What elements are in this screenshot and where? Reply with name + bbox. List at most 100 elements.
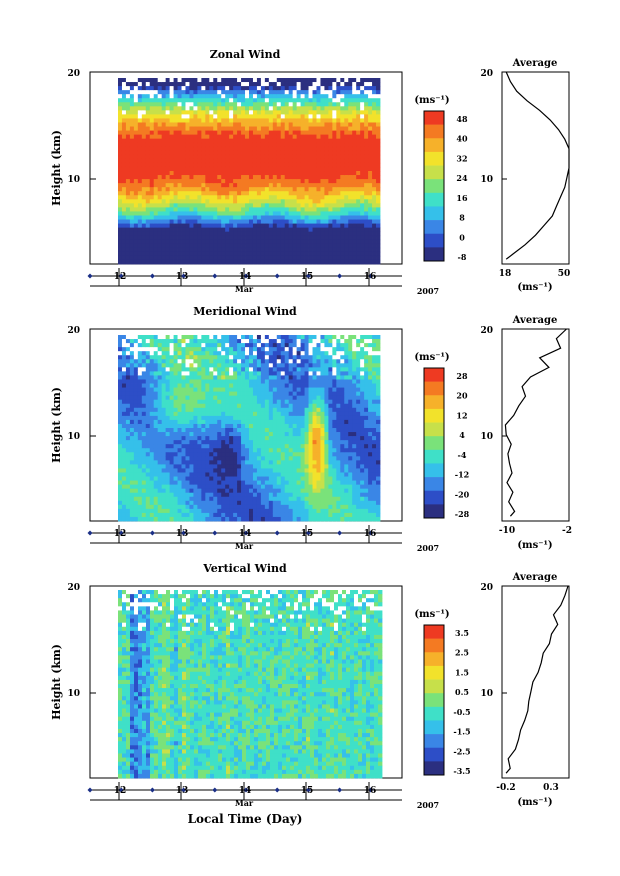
heatmap-cell bbox=[185, 255, 190, 261]
heatmap-cell bbox=[237, 399, 242, 405]
heatmap-cell bbox=[344, 142, 349, 148]
heatmap-cell bbox=[233, 335, 238, 340]
heatmap-cell bbox=[133, 444, 139, 449]
heatmap-cell bbox=[181, 134, 186, 140]
heatmap-cell bbox=[344, 102, 349, 107]
heatmap-cell bbox=[292, 118, 298, 123]
heatmap-cell bbox=[201, 391, 206, 397]
heatmap-cell bbox=[348, 215, 353, 220]
heatmap-cell bbox=[372, 110, 377, 115]
heatmap-cell bbox=[348, 187, 353, 192]
heatmap-cell bbox=[308, 247, 313, 253]
heatmap-cell bbox=[157, 106, 163, 111]
heatmap-cell bbox=[368, 134, 373, 140]
heatmap-cell bbox=[205, 472, 210, 477]
heatmap-cell bbox=[169, 150, 174, 156]
heatmap-cell bbox=[360, 78, 365, 83]
heatmap-cell bbox=[256, 162, 262, 168]
heatmap-cell bbox=[376, 235, 381, 241]
heatmap-cell bbox=[193, 436, 198, 441]
heatmap-cell bbox=[201, 504, 206, 510]
heatmap-cell bbox=[320, 247, 325, 253]
heatmap-cell bbox=[201, 126, 206, 131]
heatmap-cell bbox=[300, 207, 305, 212]
heatmap-cell bbox=[233, 391, 238, 397]
heatmap-cell bbox=[213, 78, 218, 83]
heatmap-cell bbox=[340, 102, 345, 107]
heatmap-cell bbox=[229, 203, 234, 208]
heatmap-cell bbox=[177, 255, 182, 261]
heatmap-cell bbox=[193, 391, 198, 397]
heatmap-cell bbox=[292, 207, 298, 212]
heatmap-cell bbox=[209, 231, 214, 237]
heatmap-cell bbox=[118, 399, 123, 405]
heatmap-cell bbox=[118, 411, 123, 417]
heatmap-cell bbox=[165, 444, 171, 449]
heatmap-cell bbox=[141, 110, 147, 115]
heatmap-cell bbox=[256, 150, 262, 156]
heatmap-cell bbox=[193, 171, 198, 176]
heatmap-cell bbox=[340, 203, 345, 208]
heatmap-cell bbox=[221, 335, 226, 340]
heatmap-cell bbox=[213, 484, 218, 490]
heatmap-cell bbox=[280, 98, 286, 103]
heatmap-cell bbox=[280, 191, 286, 196]
heatmap-cell bbox=[141, 183, 147, 188]
heatmap-cell bbox=[125, 448, 131, 453]
heatmap-cell bbox=[149, 516, 155, 522]
heatmap-cell bbox=[249, 223, 254, 229]
heatmap-cell bbox=[249, 215, 254, 220]
heatmap-cell bbox=[205, 219, 210, 224]
heatmap-cell bbox=[133, 436, 139, 441]
heatmap-cell bbox=[153, 508, 159, 514]
heatmap-cell bbox=[229, 472, 234, 477]
heatmap-cell bbox=[268, 142, 274, 148]
heatmap-cell bbox=[316, 179, 321, 184]
heatmap-cell bbox=[157, 387, 163, 393]
heatmap-cell bbox=[149, 480, 155, 486]
heatmap-cell bbox=[157, 215, 163, 220]
heatmap-cell bbox=[161, 94, 167, 99]
heatmap-cell bbox=[320, 219, 325, 224]
heatmap-cell bbox=[197, 516, 202, 522]
heatmap-cell bbox=[348, 255, 353, 261]
heatmap-cell bbox=[241, 134, 246, 140]
heatmap-cell bbox=[133, 403, 139, 409]
heatmap-cell bbox=[332, 243, 337, 249]
heatmap-cell bbox=[249, 102, 254, 107]
heatmap-cell bbox=[137, 126, 143, 131]
heatmap-cell bbox=[153, 199, 159, 204]
heatmap-cell bbox=[241, 82, 246, 87]
heatmap-cell bbox=[137, 235, 143, 241]
heatmap-cell bbox=[264, 516, 270, 522]
heatmap-cell bbox=[137, 444, 143, 449]
heatmap-cell bbox=[312, 247, 317, 253]
heatmap-cell bbox=[316, 227, 321, 233]
heatmap-cell bbox=[133, 142, 139, 148]
heatmap-cell bbox=[324, 86, 329, 91]
heatmap-cell bbox=[316, 235, 321, 241]
heatmap-cell bbox=[316, 215, 321, 220]
heatmap-cell bbox=[201, 387, 206, 393]
heatmap-cell bbox=[280, 106, 286, 111]
heatmap-cell bbox=[209, 484, 214, 490]
heatmap-cell bbox=[197, 175, 202, 180]
heatmap-cell bbox=[129, 179, 135, 184]
heatmap-cell bbox=[157, 259, 163, 265]
heatmap-cell bbox=[189, 379, 194, 384]
heatmap-cell bbox=[316, 122, 321, 127]
heatmap-cell bbox=[312, 98, 317, 103]
heatmap-cell bbox=[356, 114, 361, 119]
heatmap-cell bbox=[272, 255, 278, 261]
heatmap-cell bbox=[209, 339, 214, 344]
heatmap-cell bbox=[205, 351, 210, 356]
heatmap-cell bbox=[125, 371, 131, 376]
heatmap-cell bbox=[221, 387, 226, 393]
heatmap-cell bbox=[185, 122, 190, 127]
heatmap-cell bbox=[225, 415, 230, 421]
heatmap-cell bbox=[209, 110, 214, 115]
heatmap-cell bbox=[205, 175, 210, 180]
time-marker bbox=[149, 273, 155, 279]
heatmap-cell bbox=[141, 391, 147, 397]
heatmap-cell bbox=[241, 247, 246, 253]
